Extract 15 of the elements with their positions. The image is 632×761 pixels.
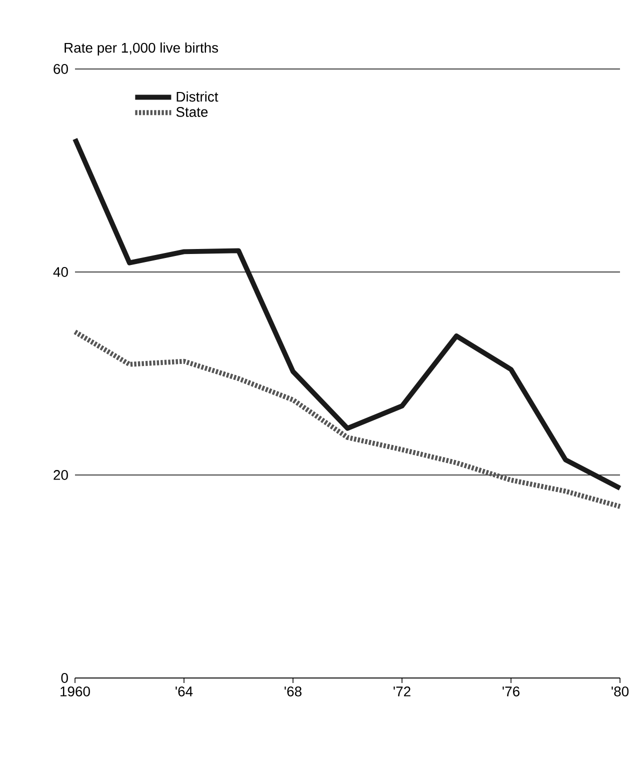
x-tick-label: 1960 — [60, 686, 90, 696]
line-series — [72, 136, 622, 491]
legend-label: State — [176, 107, 208, 117]
x-tick-label: '76 — [502, 686, 520, 696]
x-tick-label: '72 — [394, 686, 410, 696]
y-tick-label: 60 — [54, 64, 68, 74]
x-tick-label: '80 — [612, 686, 629, 696]
legend-label: District — [176, 91, 218, 102]
y-tick-label: 20 — [54, 470, 68, 480]
x-tick-label: '68 — [284, 686, 302, 696]
line-series — [72, 329, 622, 509]
y-tick-label: 0 — [61, 673, 68, 683]
y-tick-label: 40 — [53, 267, 68, 277]
y-axis-title: Rate per 1,000 live births — [64, 42, 218, 56]
x-tick-label: '64 — [176, 686, 193, 696]
